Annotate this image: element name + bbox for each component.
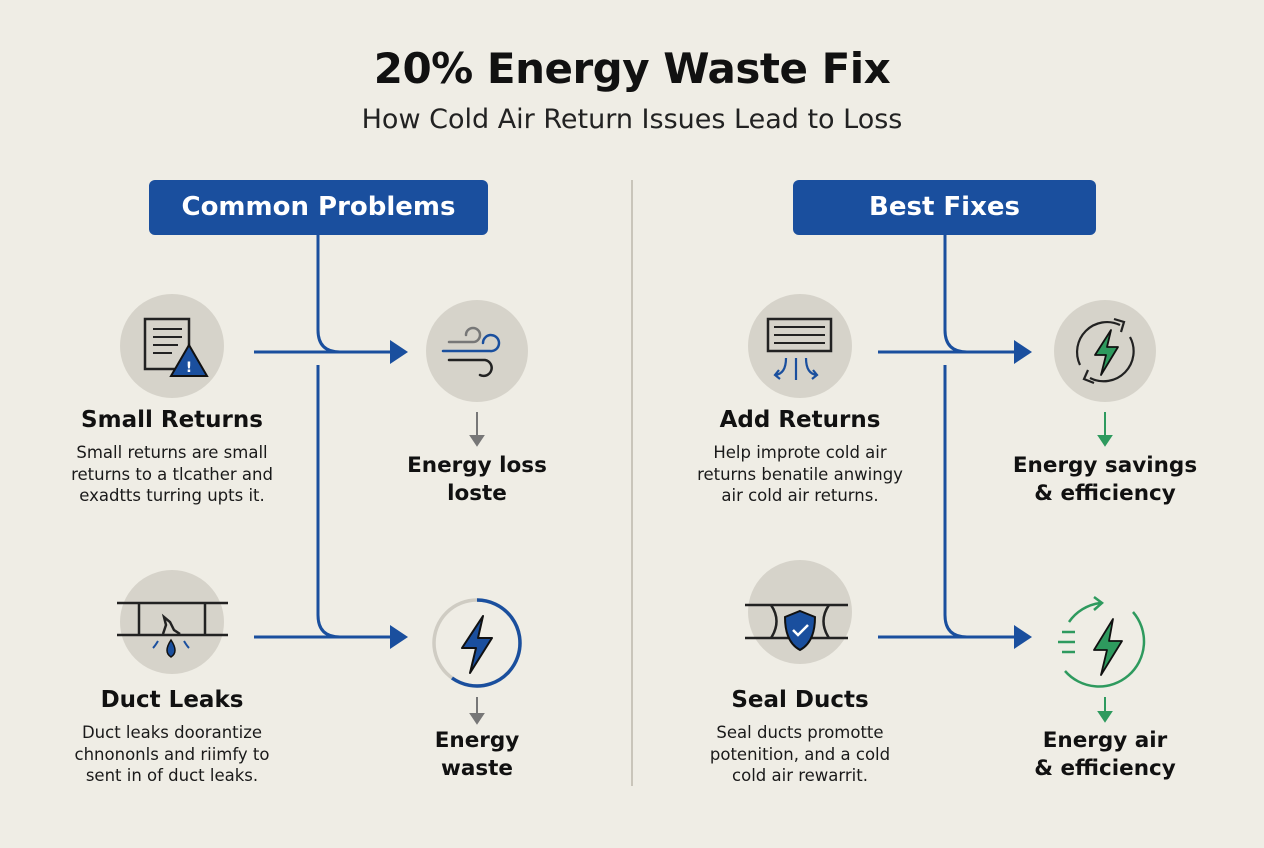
return-vent-warning-icon: ! bbox=[120, 294, 224, 398]
item-description: Small returns are small returns to a tlc… bbox=[71, 442, 273, 507]
desc-line: Seal ducts promotte bbox=[716, 723, 884, 742]
desc-line: Duct leaks doorantize bbox=[81, 723, 263, 742]
fixes-connectors bbox=[878, 234, 1016, 639]
sealed-duct-shield-icon bbox=[745, 560, 852, 664]
page-title: 20% Energy Waste Fix bbox=[373, 44, 891, 93]
leaking-duct-icon bbox=[117, 570, 228, 674]
desc-line: potenition, and a cold bbox=[709, 744, 891, 764]
item-title: Small Returns bbox=[81, 407, 263, 433]
desc-line: air cold air returns. bbox=[721, 486, 879, 505]
desc-line: sent in of duct leaks. bbox=[85, 766, 259, 785]
arrowhead bbox=[390, 340, 408, 364]
outcome-line: Energy savings bbox=[1012, 453, 1198, 478]
desc-line: exadtts turring upts it. bbox=[79, 486, 265, 505]
item-description: Duct leaks doorantize chnononls and riim… bbox=[75, 722, 270, 787]
problems-connectors bbox=[254, 234, 392, 639]
lightning-ring-icon bbox=[432, 598, 522, 688]
lightning-speed-icon bbox=[1058, 596, 1146, 688]
outcome-line: loste bbox=[447, 481, 507, 506]
arrowhead bbox=[1014, 340, 1032, 364]
arrowhead bbox=[1014, 625, 1032, 649]
page-subtitle: How Cold Air Return Issues Lead to Loss bbox=[361, 104, 903, 135]
common-problems-header: Common Problems bbox=[149, 180, 488, 235]
desc-line: returns benatile anwingy bbox=[697, 464, 903, 484]
lightning-cycle-icon bbox=[1054, 300, 1156, 402]
outcome-label: Energy air & efficiency bbox=[1034, 727, 1176, 783]
outcome-line: Energy air bbox=[1042, 728, 1168, 753]
best-fixes-header: Best Fixes bbox=[793, 180, 1096, 235]
item-description: Help improte cold air returns benatile a… bbox=[697, 442, 903, 507]
down-arrow bbox=[1097, 697, 1113, 723]
return-vent-airflow-icon bbox=[748, 294, 852, 398]
outcome-line: Energy bbox=[434, 728, 520, 753]
item-description: Seal ducts promotte potenition, and a co… bbox=[710, 722, 890, 787]
wind-icon bbox=[426, 300, 528, 402]
outcome-line: Energy loss bbox=[407, 453, 547, 478]
down-arrow bbox=[469, 697, 485, 725]
outcome-label: Energy savings & efficiency bbox=[1013, 452, 1197, 508]
down-arrow bbox=[469, 412, 485, 447]
desc-line: returns to a tlcather and bbox=[71, 464, 273, 484]
outcome-line: & efficiency bbox=[1034, 481, 1176, 506]
outcome-label: Energy waste bbox=[435, 727, 520, 783]
down-arrow bbox=[1097, 412, 1113, 447]
outcome-line: waste bbox=[440, 756, 514, 781]
desc-line: Small returns are small bbox=[76, 443, 268, 462]
outcome-label: Energy loss loste bbox=[407, 452, 547, 508]
svg-text:!: ! bbox=[186, 360, 192, 376]
item-title: Seal Ducts bbox=[731, 687, 869, 713]
item-title: Add Returns bbox=[719, 407, 881, 433]
desc-line: Help improte cold air bbox=[713, 443, 887, 462]
arrowhead bbox=[390, 625, 408, 649]
item-title: Duct Leaks bbox=[100, 687, 244, 713]
desc-line: cold air rewarrit. bbox=[732, 766, 868, 785]
outcome-line: & efficiency bbox=[1034, 756, 1176, 781]
desc-line: chnononls and riimfy to bbox=[74, 744, 270, 764]
